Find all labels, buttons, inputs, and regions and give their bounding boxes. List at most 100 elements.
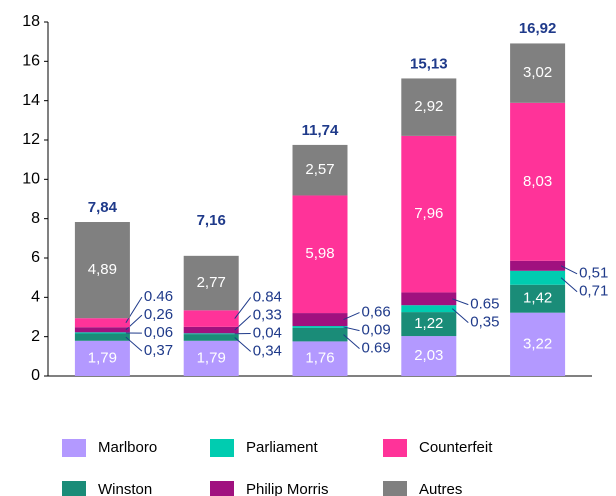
bar-segment [183, 326, 239, 334]
y-tick-label: 8 [31, 210, 40, 227]
leader-line [234, 337, 252, 352]
legend-label: Winston [98, 481, 152, 496]
legend-swatch [383, 481, 407, 496]
total-label: 16,92 [519, 20, 557, 37]
bar-segment [510, 102, 566, 261]
data-label: 7,96 [414, 205, 443, 222]
total-label: 7,16 [197, 212, 226, 229]
data-label: 3,22 [523, 335, 552, 352]
legend-swatch [210, 439, 234, 457]
bar-segment [401, 78, 457, 136]
bar-segment [74, 340, 130, 376]
y-tick-label: 14 [22, 92, 40, 109]
data-label: 2,77 [197, 274, 226, 291]
data-label: 0.46 [144, 288, 173, 305]
data-label: 1,79 [88, 349, 117, 366]
bar-segment [510, 284, 566, 313]
leader-line [451, 308, 469, 324]
data-label: 0.65 [470, 296, 499, 313]
bar-segment [183, 340, 239, 376]
data-label: 0,51 [579, 265, 608, 282]
bar-segment [510, 270, 566, 285]
y-tick-label: 4 [31, 289, 40, 306]
data-label: 0,37 [144, 342, 173, 359]
bar-segment [510, 312, 566, 376]
y-tick-label: 18 [22, 13, 40, 30]
total-label: 7,84 [88, 199, 118, 216]
total-label: 11,74 [302, 122, 339, 139]
data-label: 8,03 [523, 173, 552, 190]
data-label: 0,04 [253, 324, 282, 341]
data-label: 5,98 [305, 245, 334, 262]
bar-segment [401, 305, 457, 313]
leader-line [560, 265, 578, 275]
bar-segment [183, 334, 239, 341]
leader-line [234, 297, 252, 319]
bar-segment [292, 144, 348, 196]
legend-label: Counterfeit [419, 439, 493, 456]
leader-line [125, 336, 143, 352]
data-label: 1,76 [305, 350, 334, 367]
y-tick-label: 2 [31, 328, 40, 345]
leader-line [125, 314, 143, 331]
bar-segment [74, 332, 130, 334]
bar-segment [183, 310, 239, 327]
data-label: 0.84 [253, 288, 282, 305]
legend-label: Philip Morris [246, 481, 329, 496]
leader-line [452, 298, 469, 306]
leader-line [560, 277, 578, 293]
data-label: 0,33 [253, 306, 282, 323]
total-label: 15,13 [410, 55, 448, 72]
data-label: 2,92 [414, 98, 443, 115]
leader-line [125, 296, 143, 323]
bar-segment [74, 327, 130, 333]
data-label: 0,71 [579, 283, 608, 300]
bar-segment [74, 222, 130, 319]
bar-segment [401, 336, 457, 376]
bar-segment [292, 341, 348, 376]
legend-label: Parliament [246, 439, 319, 456]
legend-swatch [62, 481, 86, 496]
data-label: 0,09 [362, 322, 391, 339]
leader-line [343, 334, 360, 349]
data-label: 0,26 [144, 306, 173, 323]
bar-segment [292, 195, 348, 314]
legend-swatch [210, 481, 234, 496]
y-tick-label: 6 [31, 249, 40, 266]
bar-segment [510, 260, 566, 271]
leader-line [234, 315, 252, 331]
y-tick-label: 12 [22, 131, 40, 148]
bar-segment [292, 326, 348, 328]
bar-segment [401, 135, 457, 293]
bar-segment [510, 43, 566, 103]
bar-segment [183, 255, 239, 311]
bar-segment [292, 327, 348, 342]
y-tick-label: 16 [22, 53, 40, 70]
y-tick-label: 0 [31, 367, 40, 384]
leader-line [343, 312, 360, 321]
data-label: 2,03 [414, 347, 443, 364]
data-label: 1,22 [414, 315, 443, 332]
bar-segment [401, 312, 457, 337]
data-label: 2,57 [305, 161, 334, 178]
data-label: 0,35 [470, 314, 499, 331]
bar-segment [74, 333, 130, 341]
data-label: 3,02 [523, 64, 552, 81]
data-label: 0,06 [144, 324, 173, 341]
legend-label: Autres [419, 481, 462, 496]
data-label: 0,66 [362, 304, 391, 321]
legend-swatch [383, 439, 407, 457]
data-label: 4,89 [88, 261, 117, 278]
bar-segment [74, 318, 130, 328]
leader-line [343, 326, 360, 332]
y-tick-label: 10 [22, 171, 40, 188]
data-label: 0.69 [362, 340, 391, 357]
legend-swatch [62, 439, 86, 457]
bar-segment [183, 333, 239, 335]
data-label: 1,79 [197, 349, 226, 366]
data-label: 1,42 [523, 290, 552, 307]
legend-label: Marlboro [98, 439, 157, 456]
bar-segment [292, 313, 348, 327]
bar-segment [401, 292, 457, 306]
